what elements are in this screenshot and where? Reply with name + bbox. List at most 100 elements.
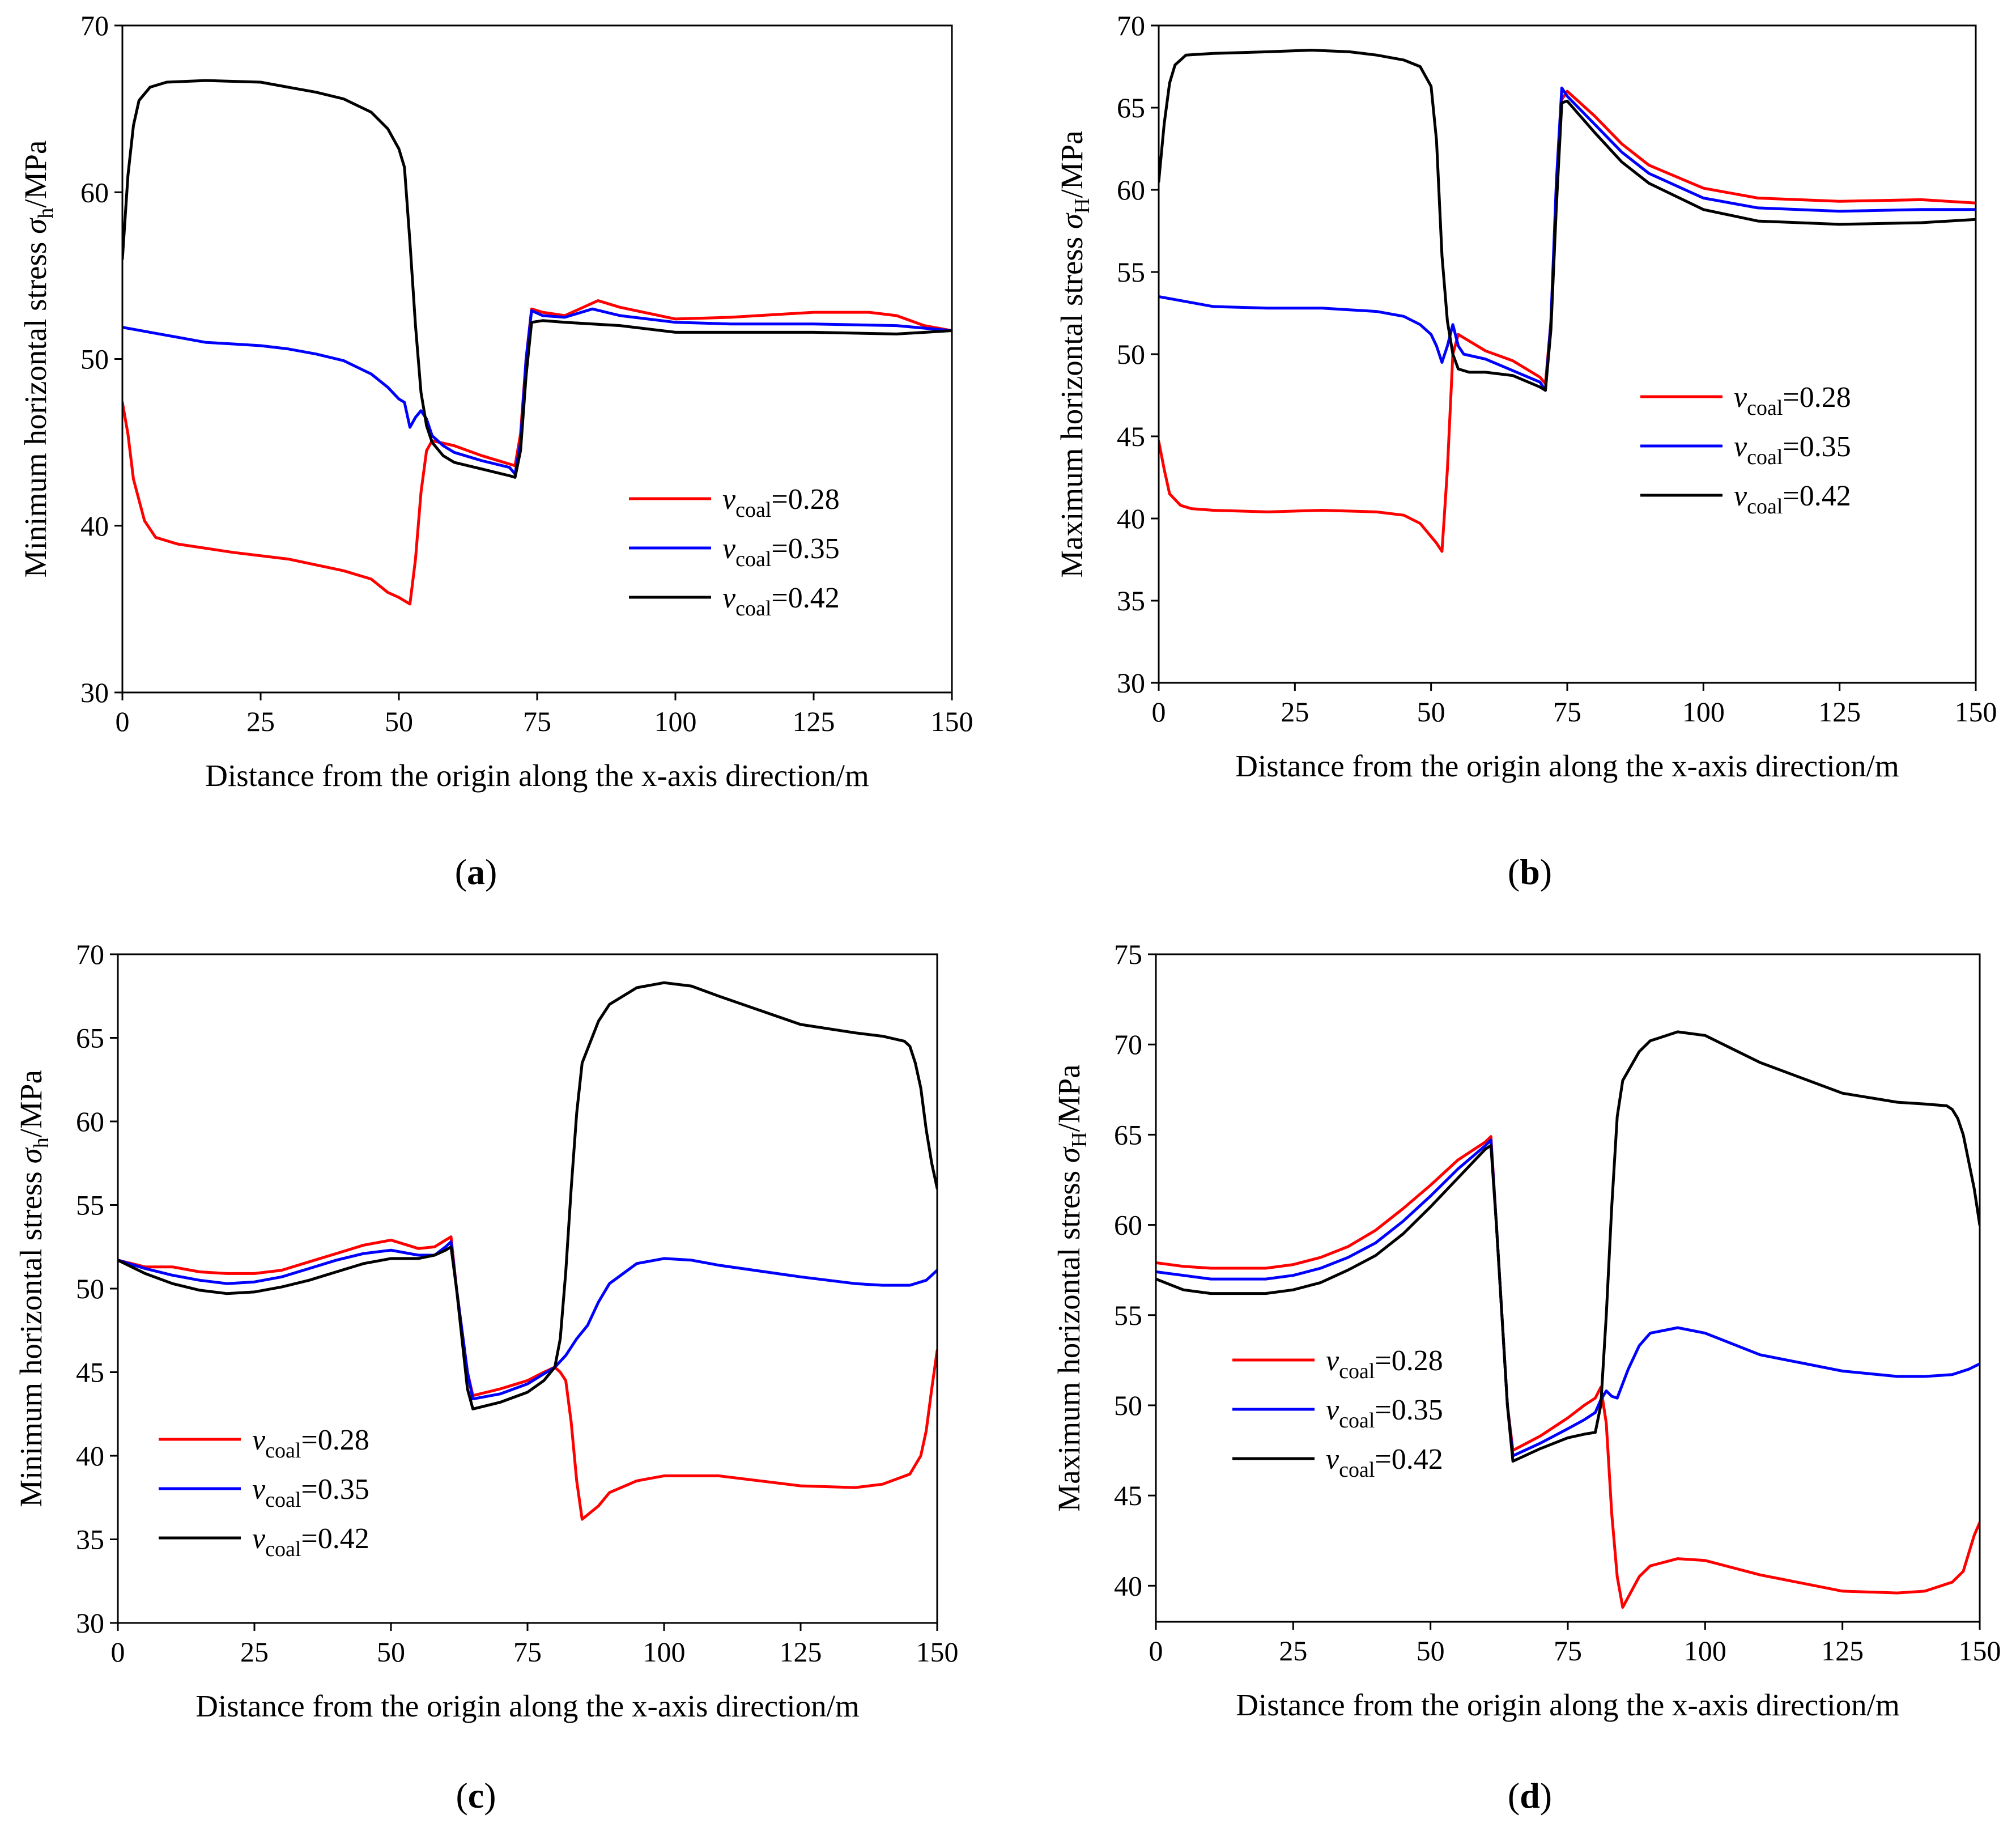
- legend-label-3: vcoal=0.42: [252, 1523, 369, 1561]
- y-tick-label: 65: [1117, 92, 1145, 124]
- series-line-2: [122, 307, 952, 475]
- y-tick-label: 70: [80, 10, 109, 41]
- x-tick-label: 100: [1682, 696, 1725, 728]
- y-axis-label: Maximum horizontal stress σH/MPa: [1054, 130, 1094, 577]
- series-line-1: [1159, 90, 1976, 553]
- legend-label-2: vcoal=0.35: [1326, 1394, 1443, 1433]
- legend: vcoal=0.28 vcoal=0.35 vcoal=0.42: [1232, 1345, 1443, 1482]
- y-tick-label: 60: [76, 1106, 104, 1137]
- y-tick-label: 50: [1114, 1389, 1142, 1421]
- y-tick-label: 50: [1117, 338, 1145, 370]
- y-tick-label: 55: [1114, 1299, 1142, 1331]
- y-tick-label: 70: [1117, 10, 1145, 41]
- y-tick-label: 55: [76, 1189, 104, 1221]
- panel-label: (c): [456, 1775, 496, 1816]
- series-line-2: [1159, 86, 1976, 392]
- series-line-2: [1156, 1138, 1980, 1457]
- y-axis-label: Minimum horizontal stress σh/MPa: [14, 1070, 53, 1507]
- legend: vcoal=0.28 vcoal=0.35 vcoal=0.42: [159, 1424, 369, 1561]
- y-tick-label: 30: [80, 677, 109, 708]
- x-tick-label: 25: [1281, 696, 1309, 728]
- y-tick-label: 55: [1117, 256, 1145, 288]
- x-tick-label: 75: [523, 706, 551, 737]
- x-tick-label: 0: [1152, 696, 1166, 728]
- legend-label-2: vcoal=0.35: [252, 1473, 369, 1512]
- y-tick-label: 45: [1114, 1480, 1142, 1511]
- x-tick-label: 0: [111, 1636, 125, 1668]
- x-tick-label: 75: [1553, 696, 1581, 728]
- x-tick-label: 100: [654, 706, 697, 737]
- y-axis-label: Maximum horizontal stress σH/MPa: [1052, 1064, 1091, 1511]
- series-line-3: [1156, 1030, 1980, 1463]
- chart-panel-4: 0 25 50 75 100 125 150 40 45 50 55 60 65 70 75 Distance…: [1052, 938, 2001, 1816]
- y-tick-label: 35: [76, 1524, 104, 1556]
- y-tick-label: 40: [1117, 503, 1145, 534]
- x-axis-label: Distance from the origin along the x-axi…: [1235, 749, 1899, 783]
- series-line-3: [1159, 49, 1976, 392]
- x-tick-label: 75: [513, 1636, 542, 1668]
- y-tick-label: 30: [76, 1607, 104, 1639]
- series-line-2: [118, 1240, 937, 1401]
- chart-panel-3: 0 25 50 75 100 125 150 30 35 40 45 50 55 60 65 70 Distan…: [14, 938, 959, 1816]
- x-tick-label: 50: [1417, 696, 1445, 728]
- plot-frame: [117, 953, 938, 1624]
- y-tick-label: 75: [1114, 938, 1142, 970]
- legend-label-3: vcoal=0.42: [1326, 1443, 1443, 1482]
- y-tick-label: 65: [1114, 1119, 1142, 1150]
- y-tick-label: 50: [76, 1273, 104, 1304]
- x-tick-label: 25: [1279, 1635, 1307, 1667]
- legend-label-2: vcoal=0.35: [722, 533, 840, 571]
- x-axis-label: Distance from the origin along the x-axi…: [1236, 1688, 1900, 1722]
- x-tick-label: 25: [240, 1636, 269, 1668]
- x-tick-label: 100: [1684, 1635, 1726, 1667]
- legend: vcoal=0.28 vcoal=0.35 vcoal=0.42: [629, 483, 840, 620]
- y-tick-label: 45: [76, 1357, 104, 1388]
- x-tick-label: 0: [116, 706, 130, 737]
- x-tick-label: 50: [385, 706, 413, 737]
- panel-label: (b): [1508, 852, 1552, 892]
- y-tick-label: 60: [1117, 174, 1145, 206]
- series-line-1: [118, 1235, 937, 1521]
- legend-label-2: vcoal=0.35: [1734, 431, 1851, 469]
- x-tick-label: 0: [1149, 1635, 1163, 1667]
- series-line-3: [122, 79, 952, 479]
- legend-label-3: vcoal=0.42: [1734, 480, 1851, 518]
- x-tick-label: 50: [1417, 1635, 1445, 1667]
- y-tick-label: 70: [76, 938, 104, 970]
- y-tick-label: 60: [1114, 1209, 1142, 1241]
- y-tick-label: 40: [76, 1440, 104, 1472]
- y-tick-label: 45: [1117, 420, 1145, 452]
- panel-label: (a): [455, 852, 497, 892]
- x-tick-label: 150: [1959, 1635, 2001, 1667]
- y-tick-label: 35: [1117, 585, 1145, 617]
- legend-label-1: vcoal=0.28: [252, 1424, 369, 1463]
- plot-frame: [1158, 24, 1977, 684]
- x-tick-label: 100: [643, 1636, 686, 1668]
- legend-label-1: vcoal=0.28: [1326, 1345, 1443, 1383]
- series-line-1: [1156, 1135, 1980, 1609]
- plot-frame: [1155, 953, 1981, 1623]
- legend-label-1: vcoal=0.28: [1734, 381, 1851, 420]
- x-tick-label: 150: [931, 706, 973, 737]
- x-tick-label: 125: [1821, 1635, 1864, 1667]
- chart-panel-2: 0 25 50 75 100 125 150 30 35 40 45 50 55 60 65 70 Distan…: [1054, 10, 1997, 892]
- y-tick-label: 50: [80, 343, 109, 375]
- x-tick-label: 75: [1554, 1635, 1582, 1667]
- y-tick-label: 40: [80, 510, 109, 542]
- y-axis-label: Minimum horizontal stress σh/MPa: [18, 141, 58, 578]
- x-tick-label: 125: [780, 1636, 822, 1668]
- x-tick-label: 50: [377, 1636, 405, 1668]
- legend-label-3: vcoal=0.42: [722, 582, 840, 620]
- panel-label: (d): [1508, 1775, 1552, 1816]
- chart-panel-1: 0 25 50 75 100 125 150 30 40 50 60 70 Distance from …: [18, 10, 973, 892]
- series-line-3: [118, 981, 937, 1410]
- legend-label-1: vcoal=0.28: [722, 483, 840, 522]
- x-tick-label: 25: [246, 706, 275, 737]
- legend: vcoal=0.28 vcoal=0.35 vcoal=0.42: [1640, 381, 1851, 518]
- x-tick-label: 150: [1955, 696, 1997, 728]
- y-tick-label: 60: [80, 176, 109, 208]
- y-tick-label: 70: [1114, 1028, 1142, 1060]
- y-tick-label: 65: [76, 1022, 104, 1054]
- x-tick-label: 125: [793, 706, 835, 737]
